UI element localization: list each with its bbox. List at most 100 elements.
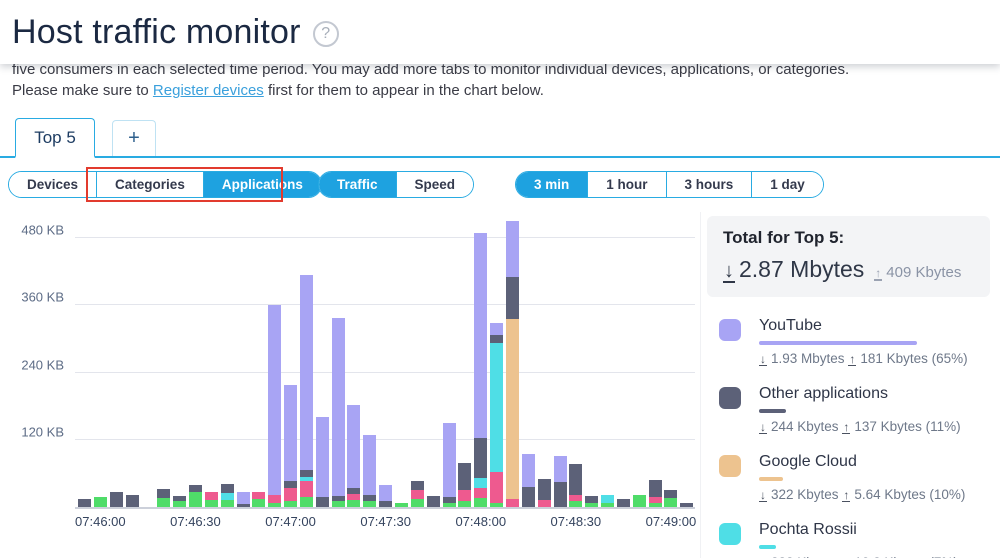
stacked-bar-25[interactable]	[458, 461, 472, 507]
tab-top5[interactable]: Top 5	[15, 118, 95, 158]
stacked-bar-26[interactable]	[474, 231, 488, 507]
range-option-1-hour[interactable]: 1 hour	[587, 172, 666, 197]
legend-item-pochta-rossii[interactable]: Pochta Rossii↓232 Kbytes ↑10.2 Kbytes (7…	[707, 511, 1000, 558]
stacked-bar-4[interactable]	[125, 493, 139, 507]
stacked-bar-21[interactable]	[395, 501, 408, 507]
bar-segment-unlabeled-green-application	[474, 498, 488, 507]
bar-segment-unlabeled-green-application	[252, 498, 266, 507]
bar-segment-other-applications	[521, 487, 535, 507]
stacked-bar-29[interactable]	[521, 452, 535, 507]
scope-option-categories[interactable]: Categories	[96, 172, 203, 197]
stacked-bar-10[interactable]	[220, 482, 234, 507]
stacked-bar-9[interactable]	[204, 490, 218, 507]
bar-segment-unlabeled-pink-application	[505, 498, 519, 507]
bar-segment-unlabeled-pink-application	[569, 494, 583, 502]
legend-stats: ↓ 244 Kbytes ↑ 137 Kbytes (11%)	[759, 419, 1000, 434]
bar-segment-unlabeled-green-application	[93, 496, 107, 507]
bar-segment-youtube	[268, 305, 282, 495]
bar-segment-unlabeled-green-application	[442, 502, 456, 507]
bar-segment-youtube	[347, 405, 361, 488]
legend-item-youtube[interactable]: YouTube ↓ 1.93 Mbytes ↑ 181 Kbytes (65%)	[707, 307, 1000, 375]
bar-segment-pochta-rossii	[474, 477, 488, 488]
register-devices-link[interactable]: Register devices	[152, 82, 264, 99]
range-option-1-day[interactable]: 1 day	[751, 172, 823, 197]
stacked-bar-27[interactable]	[490, 321, 504, 507]
stacked-bar-14[interactable]	[284, 383, 298, 507]
stacked-bar-33[interactable]	[585, 494, 599, 507]
y-tick-label: 480 KB	[21, 222, 64, 238]
stacked-bar-22[interactable]	[410, 479, 424, 507]
bar-segment-unlabeled-pink-application	[490, 471, 504, 503]
stacked-bar-34[interactable]	[601, 493, 615, 507]
intro-line2-suffix: first for them to appear in the chart be…	[263, 82, 544, 99]
scope-option-devices[interactable]: Devices	[9, 172, 97, 197]
scope-option-applications[interactable]: Applications	[202, 172, 321, 197]
legend-percent: (65%)	[931, 351, 968, 366]
stacked-bar-2[interactable]	[93, 495, 107, 507]
stacked-bar-38[interactable]	[664, 488, 678, 507]
x-tick-label: 07:47:00	[265, 514, 316, 529]
summary-panel: Total for Top 5: ↓ 2.87 Mbytes ↑ 409 Kbyte…	[700, 212, 1000, 558]
stacked-bar-39[interactable]	[680, 501, 694, 507]
scope-toggle-group: Devices Categories Applications	[8, 171, 322, 198]
help-icon[interactable]: ?	[312, 21, 339, 47]
stacked-bar-20[interactable]	[379, 483, 393, 507]
bar-segment-other-applications	[236, 503, 250, 507]
add-tab-button[interactable]: +	[112, 120, 156, 156]
legend-swatch	[719, 455, 741, 477]
stacked-bar-17[interactable]	[331, 316, 345, 507]
legend-download: 1.93 Mbytes	[771, 351, 845, 366]
stacked-bar-30[interactable]	[537, 477, 551, 507]
tab-bar: Top 5 +	[0, 112, 1000, 158]
bar-segment-unlabeled-pink-application	[458, 490, 472, 502]
total-download: ↓ 2.87 Mbytes	[723, 256, 865, 283]
x-tick-label: 07:46:30	[170, 514, 221, 529]
stacked-bar-19[interactable]	[363, 433, 377, 507]
legend-share-bar	[759, 341, 917, 345]
x-tick-label: 07:47:30	[360, 514, 411, 529]
stacked-bar-15[interactable]	[299, 273, 313, 507]
bar-segment-other-applications	[78, 499, 91, 507]
bar-segment-unlabeled-green-application	[299, 496, 313, 507]
legend-upload: 137 Kbytes	[854, 419, 922, 434]
metric-option-traffic[interactable]: Traffic	[319, 172, 396, 197]
stacked-bar-12[interactable]	[252, 490, 266, 507]
stacked-bar-36[interactable]	[632, 493, 646, 507]
stacked-bar-28[interactable]	[505, 219, 519, 507]
legend-name: Pochta Rossii	[759, 521, 857, 538]
bar-segment-unlabeled-green-application	[601, 502, 615, 507]
stacked-bar-23[interactable]	[426, 494, 440, 507]
stacked-bar-37[interactable]	[648, 478, 662, 507]
stacked-bar-1[interactable]	[78, 497, 91, 507]
stacked-bar-5[interactable]	[141, 505, 154, 507]
stacked-bar-3[interactable]	[109, 490, 123, 507]
stacked-bar-7[interactable]	[173, 494, 187, 507]
bar-segment-youtube	[315, 417, 329, 497]
range-option-3-hours[interactable]: 3 hours	[665, 172, 752, 197]
bar-segment-youtube	[505, 221, 519, 278]
stacked-bar-6[interactable]	[157, 487, 171, 507]
bar-segment-unlabeled-pink-application	[648, 496, 662, 503]
stacked-bar-18[interactable]	[347, 403, 361, 507]
stacked-bar-24[interactable]	[442, 421, 456, 507]
bar-segment-unlabeled-green-application	[284, 501, 298, 507]
stacked-bar-13[interactable]	[268, 303, 282, 507]
upload-icon: ↑	[848, 352, 857, 366]
bar-segment-unlabeled-green-application	[410, 499, 424, 507]
stacked-bar-35[interactable]	[616, 497, 630, 507]
legend-swatch	[719, 319, 741, 341]
stacked-bar-8[interactable]	[188, 483, 202, 507]
metric-option-speed[interactable]: Speed	[395, 172, 474, 197]
legend-item-google-cloud[interactable]: Google Cloud ↓ 322 Kbytes ↑ 5.64 Kbytes (10…	[707, 443, 1000, 511]
bar-segment-other-applications	[664, 490, 678, 499]
legend-swatch	[719, 387, 741, 409]
legend-share-bar	[759, 409, 786, 413]
stacked-bar-11[interactable]	[236, 490, 250, 507]
gridline-120kb	[75, 438, 695, 440]
range-option-3-min[interactable]: 3 min	[516, 172, 588, 197]
bar-segment-youtube	[379, 484, 393, 502]
stacked-bar-31[interactable]	[553, 453, 567, 507]
stacked-bar-16[interactable]	[315, 415, 329, 507]
legend-item-other-applications[interactable]: Other applications ↓ 244 Kbytes ↑ 137 Kbyte…	[707, 375, 1000, 443]
stacked-bar-32[interactable]	[569, 462, 583, 507]
